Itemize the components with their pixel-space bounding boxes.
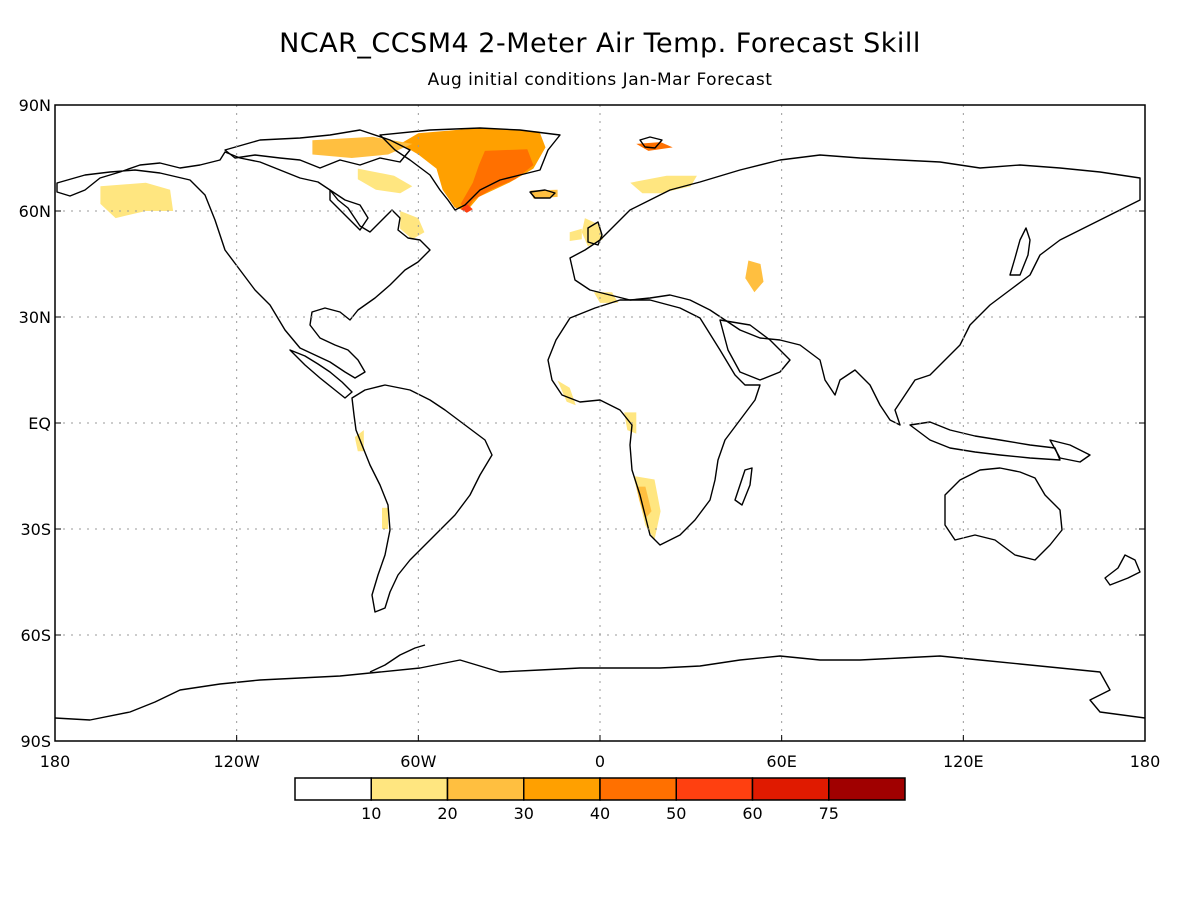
- colorbar: 10 20 30 40 50 60 75: [294, 777, 906, 823]
- coastline-arabia: [719, 319, 791, 381]
- skill-region-caspian: [745, 260, 764, 293]
- coastline-south-america: [351, 384, 493, 613]
- colorbar-label: 60: [742, 804, 762, 823]
- colorbar-swatch: [828, 777, 906, 801]
- gridlines: [55, 105, 1145, 741]
- lon-tick-label: 120W: [213, 752, 260, 771]
- colorbar-label: 10: [361, 804, 381, 823]
- coastline-eurasia: [569, 154, 1141, 426]
- lon-tick-label: 0: [595, 752, 605, 771]
- skill-region-chile: [382, 507, 389, 529]
- skill-region-alaska: [100, 182, 174, 219]
- lat-tick-label: 60S: [20, 626, 51, 645]
- lon-tick-label: 120E: [943, 752, 984, 771]
- skill-region-greenland: [400, 128, 546, 211]
- coastline-north-america: [56, 151, 431, 379]
- lat-tick-label: 90S: [20, 732, 51, 751]
- lon-tick-label: 180: [40, 752, 71, 771]
- colorbar-label: 30: [514, 804, 534, 823]
- coastline-new-guinea: [1049, 439, 1091, 463]
- skill-region-svalbard: [636, 142, 673, 151]
- lon-tick-label: 60E: [766, 752, 796, 771]
- coastline-africa: [547, 299, 761, 546]
- colorbar-swatch: [523, 777, 601, 801]
- coastline-iceland: [529, 189, 556, 199]
- map-subtitle: Aug initial conditions Jan-Mar Forecast: [427, 70, 773, 90]
- colorbar-swatch: [751, 777, 830, 801]
- skill-region-arctic-canada: [312, 136, 413, 158]
- coastline-indonesia: [909, 421, 1061, 461]
- lon-tick-label: 180: [1130, 752, 1161, 771]
- skill-region-uk: [581, 218, 603, 247]
- skill-region-ireland: [569, 228, 582, 241]
- colorbar-swatch: [599, 777, 677, 801]
- lat-tick-label: 90N: [19, 96, 51, 115]
- lon-tick-label: 60W: [400, 752, 436, 771]
- colorbar-label: 50: [666, 804, 686, 823]
- colorbar-swatch: [446, 777, 525, 801]
- coastline-greenland: [379, 127, 561, 211]
- coastline-australia: [944, 467, 1063, 561]
- coastline-madagascar: [734, 467, 753, 506]
- lat-tick-label: 30S: [20, 520, 51, 539]
- coastline-arctic-islands: [224, 129, 411, 169]
- skill-region-peru: [354, 430, 364, 452]
- colorbar-swatch: [675, 777, 754, 801]
- coastline-central-america: [289, 349, 353, 399]
- map-title: NCAR_CCSM4 2-Meter Air Temp. Forecast Sk…: [279, 28, 921, 59]
- skill-region-baffin: [357, 168, 413, 194]
- skill-region-scandinavia: [630, 175, 697, 194]
- coastline-new-zealand: [1104, 554, 1141, 586]
- skill-shading: [100, 128, 764, 540]
- coastlines: [54, 127, 1146, 721]
- skill-region-labrador: [400, 211, 425, 240]
- colorbar-label: 20: [437, 804, 457, 823]
- colorbar-label: 75: [819, 804, 839, 823]
- coastline-antarctic-peninsula: [369, 644, 426, 673]
- colorbar-swatch: [294, 777, 372, 801]
- coastline-svalbard: [639, 136, 663, 149]
- lat-tick-label: 60N: [19, 202, 51, 221]
- lat-tick-label: 30N: [19, 308, 51, 327]
- lat-tick-label: EQ: [28, 414, 51, 433]
- colorbar-swatch: [370, 777, 449, 801]
- coastline-uk: [587, 221, 603, 246]
- coastline-japan: [1009, 227, 1031, 276]
- coastline-hudson: [329, 189, 369, 231]
- skill-region-greenland-core: [460, 149, 534, 211]
- colorbar-label: 40: [590, 804, 610, 823]
- coastline-antarctica: [54, 655, 1146, 721]
